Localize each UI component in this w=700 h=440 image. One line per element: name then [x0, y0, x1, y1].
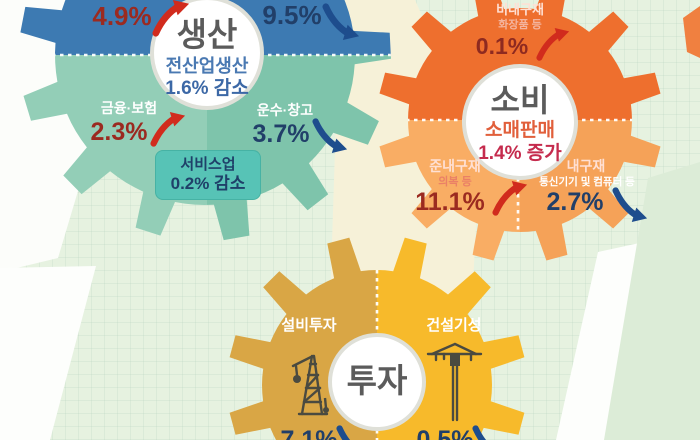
- up-arrow-icon: [492, 181, 528, 216]
- down-arrow-icon: [336, 425, 351, 440]
- consumption-top-sublabel: 화장품 등: [498, 19, 542, 31]
- production-midleft-label: 금융·보험: [100, 100, 158, 116]
- down-arrow-icon: [472, 425, 487, 440]
- investment-left-value: 7.1%: [280, 426, 338, 440]
- consumption-bl-label: 준내구재: [429, 158, 481, 174]
- production-title: 생산: [176, 16, 238, 53]
- consumption-subtitle: 소매판매: [485, 120, 555, 141]
- investment-right-label: 건설기성: [426, 317, 482, 334]
- production-topright-value: 9.5%: [262, 0, 322, 30]
- consumption-bl-sublabel: 의복 등: [438, 176, 472, 188]
- tower-crane-icon: [426, 342, 483, 422]
- down-arrow-icon: [322, 3, 360, 40]
- production-topleft-value: 4.9%: [92, 1, 152, 31]
- consumption-top-label: 비내구재: [496, 2, 544, 17]
- consumption-top-value: 0.1%: [475, 33, 529, 59]
- consumption-bl-value: 11.1%: [415, 188, 485, 216]
- derrick-icon: [291, 354, 329, 416]
- production-midleft-value: 2.3%: [90, 118, 148, 146]
- production-subtitle: 전산업생산: [165, 56, 249, 76]
- investment-left-label: 설비투자: [281, 317, 337, 334]
- consumption-br-sublabel: 통신기기 및 컴퓨터 등: [539, 176, 635, 188]
- service-label: 서비스업: [180, 155, 236, 173]
- down-arrow-icon: [312, 118, 348, 153]
- consumption-title: 소비: [490, 82, 550, 118]
- investment-right-value: 0.5%: [416, 426, 474, 440]
- service-change: 0.2% 감소: [170, 173, 246, 193]
- up-arrow-icon: [152, 0, 190, 37]
- up-arrow-icon: [150, 112, 186, 147]
- down-arrow-icon: [612, 187, 648, 222]
- up-arrow-icon: [536, 28, 570, 61]
- investment-title: 투자: [346, 362, 408, 399]
- production-midright-value: 3.7%: [252, 120, 310, 148]
- consumption-change: 1.4% 증가: [478, 143, 562, 164]
- service-sector-box: 서비스업 0.2% 감소: [155, 150, 261, 200]
- production-midright-label: 운수·창고: [256, 102, 314, 118]
- production-change: 1.6% 감소: [165, 78, 249, 99]
- consumption-br-label: 내구재: [566, 158, 606, 174]
- consumption-br-value: 2.7%: [546, 188, 604, 216]
